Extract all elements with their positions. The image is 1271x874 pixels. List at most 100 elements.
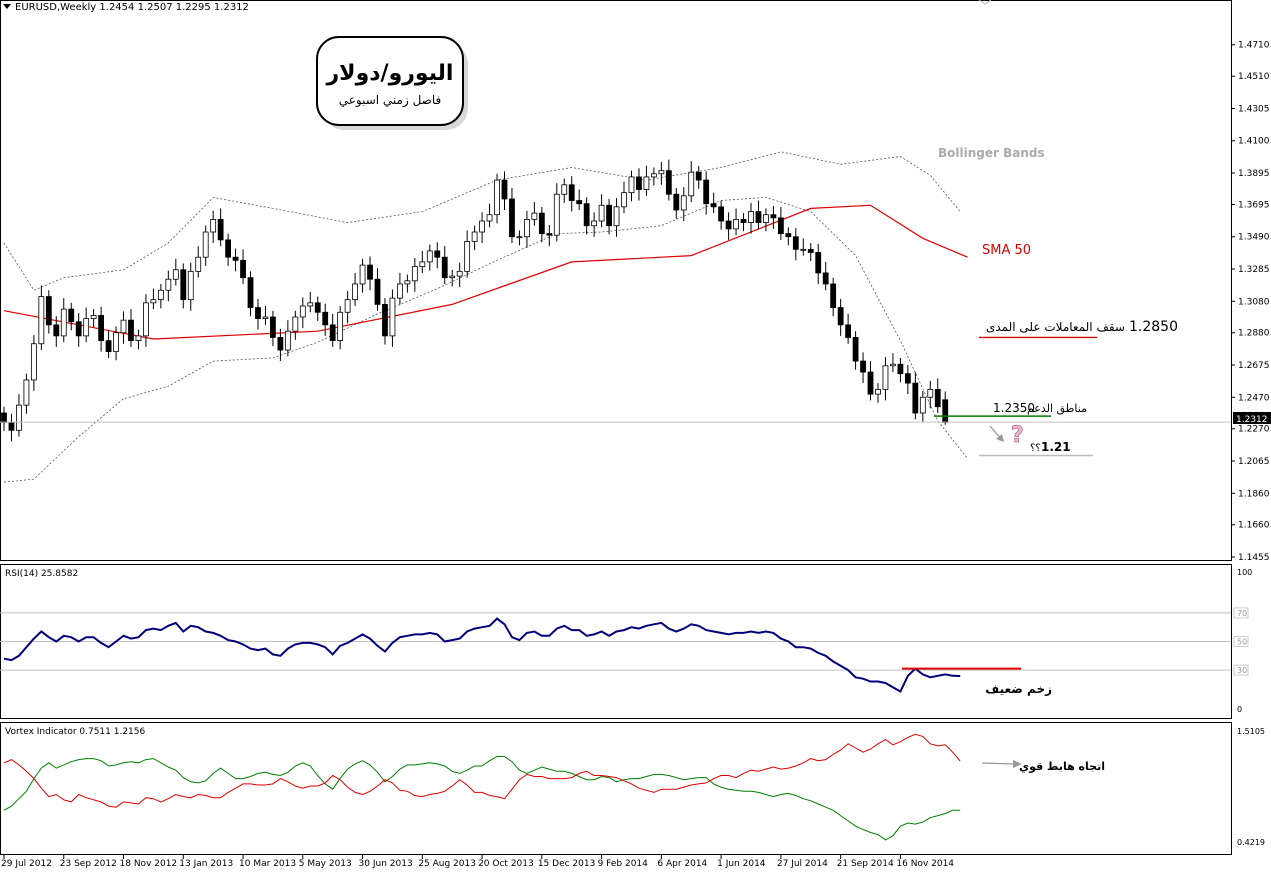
- candle-body: [591, 220, 598, 227]
- candle-body: [240, 259, 246, 279]
- bollinger-lower: [3, 196, 968, 483]
- candle-body: [456, 270, 463, 277]
- candle-body: [553, 193, 560, 236]
- candle-body: [665, 170, 672, 195]
- candle-body: [658, 170, 665, 175]
- sma-50-line: [3, 204, 968, 340]
- price-tick-label: 1.2270: [1238, 425, 1270, 435]
- bollinger-label: Bollinger Bands: [938, 146, 1045, 160]
- candle-body: [75, 321, 82, 337]
- candle-body: [718, 206, 725, 222]
- time-tick-label: 20 Oct 2013: [478, 859, 534, 869]
- price-tick-label: 1.3080: [1238, 297, 1270, 307]
- candle-body: [755, 211, 762, 223]
- candle-body: [195, 256, 202, 272]
- candle-body: [157, 289, 164, 301]
- vi-minus-line: [3, 733, 961, 808]
- candle-body: [352, 283, 358, 301]
- price-tick-label: 1.3490: [1238, 233, 1270, 243]
- candle-body: [150, 299, 157, 304]
- candle-body: [68, 308, 75, 323]
- support-label: مناطق الدعم: [1027, 402, 1087, 416]
- candle-body: [187, 270, 194, 301]
- candle-body: [16, 404, 22, 431]
- question-mark: ?: [1011, 423, 1024, 448]
- candle-body: [255, 307, 261, 319]
- time-tick-label: 27 Jul 2014: [777, 859, 828, 869]
- time-tick-label: 29 Jul 2012: [1, 859, 52, 869]
- candle-body: [867, 371, 874, 395]
- candle-body: [815, 252, 822, 274]
- candle-body: [479, 220, 485, 233]
- vortex-tick-label: 1.5105: [1237, 727, 1265, 736]
- candle-body: [232, 256, 239, 261]
- candle-body: [426, 250, 433, 263]
- candle-body: [8, 422, 15, 431]
- candle-body: [374, 278, 381, 305]
- candle-body: [740, 219, 747, 223]
- candle-body: [733, 219, 739, 230]
- vortex-series: [3, 733, 961, 841]
- candle-body: [561, 184, 568, 195]
- price-tick-label: 1.3285: [1238, 265, 1270, 275]
- candle-body: [270, 316, 276, 338]
- candle-body: [486, 214, 493, 222]
- candle-body: [837, 307, 844, 326]
- candle-body: [822, 272, 829, 285]
- dropdown-arrow-icon[interactable]: [3, 4, 11, 9]
- candle-body: [292, 316, 299, 332]
- candle-body: [143, 302, 149, 337]
- candle-body: [688, 171, 695, 197]
- candle-body: [770, 214, 777, 219]
- candle-body: [105, 340, 112, 353]
- time-tick-label: 9 Feb 2014: [598, 859, 649, 869]
- candle-body: [763, 214, 769, 223]
- price-tick-label: 1.4510: [1238, 72, 1270, 82]
- candle-body: [792, 236, 799, 250]
- candle-body: [501, 179, 508, 200]
- rsi-axis: 100 70 50 30 0: [0, 568, 1252, 714]
- candle-body: [382, 304, 388, 337]
- candle-body: [180, 269, 187, 301]
- candle-body: [277, 337, 284, 351]
- candle-body: [419, 261, 426, 268]
- price-tick-label: 1.2470: [1238, 393, 1270, 403]
- candle-body: [576, 200, 583, 205]
- candle-body: [135, 335, 142, 342]
- candlestick-series: [1, 159, 949, 442]
- candle-body: [845, 324, 852, 338]
- candle-body: [643, 176, 650, 190]
- candle-body: [613, 206, 620, 227]
- candle-body: [337, 311, 344, 342]
- price-tick-label: 1.1455: [1238, 553, 1270, 563]
- time-tick-label: 21 Sep 2014: [837, 859, 894, 869]
- candle-body: [247, 277, 254, 308]
- candle-body: [942, 399, 949, 423]
- bollinger-upper: [3, 151, 961, 291]
- rsi-series: [3, 617, 1021, 693]
- candle-body: [389, 297, 396, 337]
- candle-body: [128, 319, 134, 342]
- candle-body: [494, 179, 500, 216]
- time-tick-label: 13 Jan 2013: [179, 859, 233, 869]
- candle-body: [449, 275, 456, 279]
- range-top-value: 1.2850: [1129, 319, 1178, 335]
- price-tick-label: 1.4710: [1238, 41, 1270, 51]
- time-tick-label: 10 Mar 2013: [239, 859, 296, 869]
- current-price-value: 1.2312: [1236, 415, 1268, 425]
- candle-body: [322, 311, 329, 326]
- time-tick-label: 15 Dec 2013: [538, 859, 596, 869]
- candle-body: [516, 236, 523, 239]
- down-arrow-icon: [989, 425, 1004, 442]
- candle-body: [830, 283, 837, 308]
- candle-body: [329, 324, 336, 342]
- candle-body: [83, 318, 90, 337]
- vi-plus-line: [3, 756, 961, 841]
- rsi-tick-label: 30: [1237, 666, 1247, 675]
- candle-body: [441, 256, 448, 279]
- price-tick-label: 1.3695: [1238, 200, 1270, 210]
- vortex-note: اتجاه هابط قوي: [1019, 760, 1105, 773]
- candle-body: [890, 363, 896, 367]
